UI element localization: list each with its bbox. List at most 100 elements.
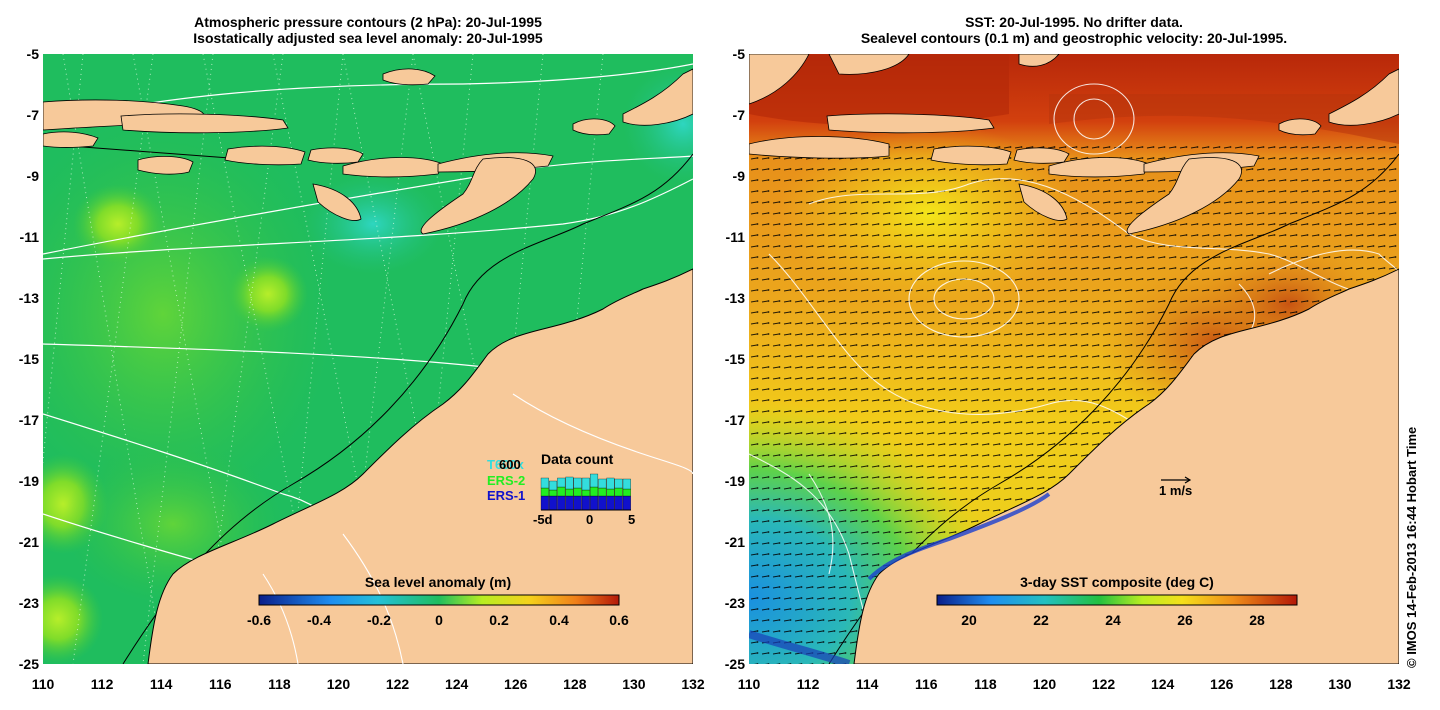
y-tick-label: -15 xyxy=(724,351,745,367)
left-cb-tick: 0.4 xyxy=(549,612,569,628)
x-tick-label: 122 xyxy=(385,676,410,692)
inset-bar-ers1 xyxy=(557,495,566,511)
left-colorbar xyxy=(258,594,620,606)
x-tick-label: 126 xyxy=(1210,676,1234,692)
inset-bar-topex xyxy=(590,473,599,488)
left-cb-tick: 0.6 xyxy=(609,612,629,628)
inset-bar-topex xyxy=(581,477,590,491)
x-tick-label: 132 xyxy=(681,676,705,692)
inset-bar-ers2 xyxy=(549,489,558,497)
x-tick-label: 120 xyxy=(1032,676,1057,692)
inset-ymax-label: 600 xyxy=(499,457,521,472)
y-tick-label: -9 xyxy=(732,168,745,184)
x-tick-label: 124 xyxy=(444,676,469,692)
right-cb-tick: 20 xyxy=(961,612,977,628)
inset-bar-topex xyxy=(565,476,574,490)
inset-bar-ers2 xyxy=(606,488,615,497)
y-tick-label: -23 xyxy=(724,595,745,611)
y-tick-label: -19 xyxy=(724,473,745,489)
x-tick-label: 110 xyxy=(31,676,55,692)
inset-title: Data count xyxy=(541,452,614,467)
inset-bar-topex xyxy=(557,477,566,488)
y-tick-label: -23 xyxy=(18,595,39,611)
data-count-inset: Data count T600x 600 ERS-2 ERS-1 -5d 0 5 xyxy=(487,452,635,527)
inset-bar-ers2 xyxy=(540,487,549,497)
x-tick-label: 128 xyxy=(563,676,587,692)
x-tick-label: 114 xyxy=(149,676,173,692)
y-tick-label: -17 xyxy=(724,412,745,428)
velocity-scale-label: 1 m/s xyxy=(1159,483,1193,498)
inset-series-ers1: ERS-1 xyxy=(487,488,525,503)
inset-series-ers2: ERS-2 xyxy=(487,473,525,488)
inset-bar-ers1 xyxy=(565,495,574,511)
x-tick-label: 120 xyxy=(326,676,351,692)
x-tick-label: 128 xyxy=(1269,676,1293,692)
left-cb-tick: -0.2 xyxy=(366,612,392,628)
right-title-line2: Sealevel contours (0.1 m) and geostrophi… xyxy=(860,30,1288,46)
inset-bar-topex xyxy=(622,478,631,490)
left-cb-tick: 0 xyxy=(435,612,443,628)
inset-bar-topex xyxy=(573,477,582,489)
x-tick-label: 110 xyxy=(737,676,761,692)
inset-bar-ers1 xyxy=(581,495,590,511)
inset-bar-ers2 xyxy=(581,489,590,497)
x-tick-label: 124 xyxy=(1150,676,1175,692)
inset-bar-ers2 xyxy=(590,486,599,497)
inset-xtick-0: 0 xyxy=(586,512,593,527)
y-tick-label: -13 xyxy=(724,290,745,306)
right-cb-tick: 28 xyxy=(1249,612,1265,628)
inset-bar-topex xyxy=(598,478,607,489)
y-tick-label: -19 xyxy=(18,473,39,489)
x-tick-label: 118 xyxy=(974,676,997,692)
x-tick-label: 112 xyxy=(796,676,820,692)
inset-bar-ers2 xyxy=(573,487,582,497)
sst-map: 1 m/s 3-day SST composite (deg C) 20 22 … xyxy=(749,54,1399,664)
inset-bars xyxy=(540,473,631,511)
inset-bar-ers1 xyxy=(540,495,549,511)
left-title-line1: Atmospheric pressure contours (2 hPa): 2… xyxy=(194,14,542,30)
y-tick-label: -15 xyxy=(18,351,39,367)
inset-bar-topex xyxy=(614,478,623,489)
right-title-line1: SST: 20-Jul-1995. No drifter data. xyxy=(965,14,1183,30)
y-tick-label: -5 xyxy=(732,46,745,62)
inset-bar-topex xyxy=(549,480,558,491)
right-title: SST: 20-Jul-1995. No drifter data. Seale… xyxy=(749,14,1399,46)
x-tick-label: 130 xyxy=(622,676,646,692)
y-tick-label: -5 xyxy=(26,46,39,62)
x-tick-label: 130 xyxy=(1328,676,1352,692)
inset-bar-ers1 xyxy=(622,495,631,511)
x-tick-label: 132 xyxy=(1387,676,1411,692)
right-cb-tick: 24 xyxy=(1105,612,1121,628)
x-tick-label: 114 xyxy=(855,676,879,692)
inset-bar-ers1 xyxy=(606,495,615,511)
right-cb-tick: 22 xyxy=(1033,612,1049,628)
y-tick-label: -17 xyxy=(18,412,39,428)
imos-credit: © IMOS 14-Feb-2013 16:44 Hobart Time xyxy=(1404,426,1419,668)
inset-series-topex: T600x xyxy=(487,457,525,472)
inset-bar-ers1 xyxy=(590,495,599,511)
y-tick-label: -13 xyxy=(18,290,39,306)
inset-bar-ers1 xyxy=(549,495,558,511)
y-tick-label: -7 xyxy=(732,107,745,123)
right-cb-tick: 26 xyxy=(1177,612,1193,628)
inset-bar-ers2 xyxy=(622,488,631,497)
inset-bar-ers1 xyxy=(573,495,582,511)
left-cb-tick: -0.4 xyxy=(306,612,332,628)
x-tick-label: 126 xyxy=(504,676,528,692)
inset-bar-ers2 xyxy=(565,488,574,497)
inset-bar-ers2 xyxy=(598,487,607,497)
sea-level-anomaly-map: Data count T600x 600 ERS-2 ERS-1 -5d 0 5… xyxy=(43,54,693,664)
right-colorbar xyxy=(936,594,1298,606)
x-tick-label: 116 xyxy=(914,676,938,692)
right-colorbar-title: 3-day SST composite (deg C) xyxy=(1020,574,1214,590)
y-tick-label: -7 xyxy=(26,107,39,123)
y-tick-label: -9 xyxy=(26,168,39,184)
inset-bar-ers2 xyxy=(614,487,623,497)
x-tick-label: 112 xyxy=(90,676,114,692)
left-cb-tick: 0.2 xyxy=(489,612,509,628)
left-cb-tick: -0.6 xyxy=(246,612,272,628)
y-tick-label: -11 xyxy=(19,229,39,245)
y-tick-label: -21 xyxy=(18,534,39,550)
x-tick-label: 118 xyxy=(268,676,291,692)
inset-bar-ers1 xyxy=(598,495,607,511)
